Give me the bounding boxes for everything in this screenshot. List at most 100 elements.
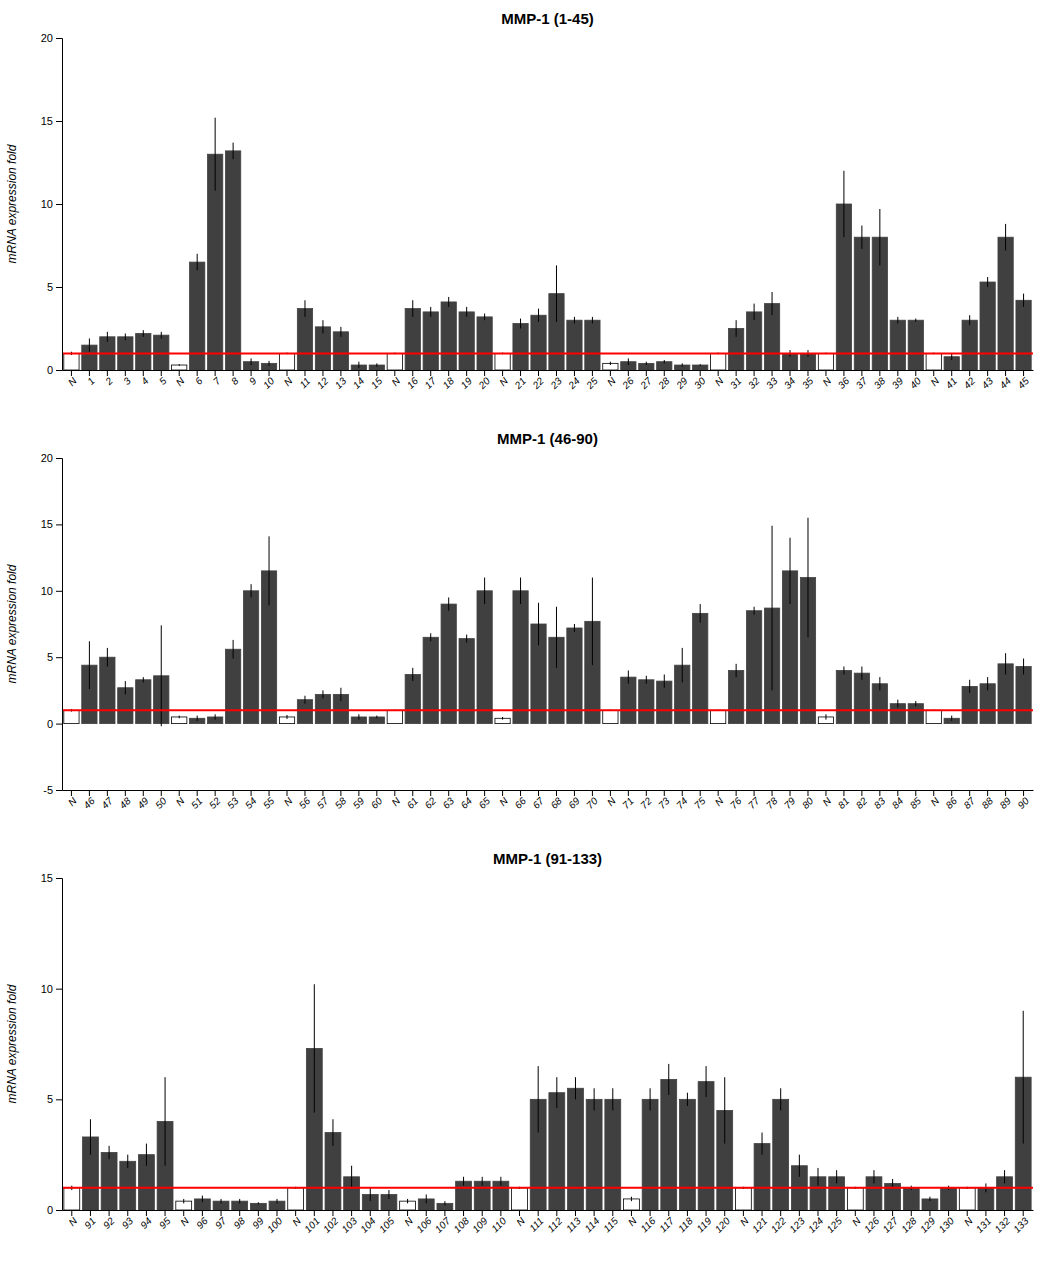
x-tick: 82	[854, 790, 870, 811]
y-tick-mark	[56, 204, 62, 205]
figure: 05101520N12345N678910N1112131415N1617181…	[0, 0, 1053, 1262]
y-tick: 5	[47, 651, 62, 663]
x-tick: N	[178, 1210, 191, 1228]
x-tick-label: 128	[899, 1215, 919, 1235]
x-tick-mark	[394, 370, 395, 376]
x-tick: N	[66, 790, 79, 808]
x-tick-label: N	[66, 375, 79, 388]
x-tick: 84	[890, 790, 906, 811]
x-tick-mark	[915, 370, 916, 376]
x-tick-mark	[500, 1210, 501, 1216]
x-tick-label: 80	[800, 795, 816, 811]
error-bar	[987, 677, 988, 690]
reference-line	[62, 1187, 1033, 1189]
error-bar	[915, 319, 916, 322]
x-tick-label: 3	[121, 375, 133, 387]
error-bar	[482, 1177, 483, 1186]
x-tick-label: 110	[489, 1215, 508, 1234]
x-tick-label: 19	[458, 375, 474, 391]
error-bar	[322, 690, 323, 698]
x-tick-mark	[861, 790, 862, 796]
y-tick-mark	[56, 524, 62, 525]
x-tick-label: 91	[82, 1215, 98, 1231]
x-tick: 88	[979, 790, 995, 811]
y-tick-label: 0	[47, 1204, 53, 1216]
error-bar	[340, 688, 341, 701]
x-tick-label: 74	[674, 795, 690, 811]
y-tick: 5	[47, 1093, 62, 1105]
x-tick-mark	[911, 1210, 912, 1216]
x-tick-label: 90	[1015, 795, 1031, 811]
x-tick-label: 94	[138, 1215, 154, 1231]
x-tick-mark	[574, 370, 575, 376]
bar	[243, 591, 258, 724]
x-tick-mark	[463, 1210, 464, 1216]
x-tick-label: 88	[979, 795, 995, 811]
error-bar	[388, 1190, 389, 1199]
x-tick-mark	[89, 370, 90, 376]
x-tick: 14	[351, 370, 367, 391]
x-tick-mark	[146, 1210, 147, 1216]
x-tick-label: 125	[825, 1215, 845, 1235]
x-tick: 57	[315, 790, 331, 811]
x-tick-mark	[556, 790, 557, 796]
x-axis-line	[63, 790, 1034, 791]
x-tick-label: N	[389, 375, 402, 388]
x-tick-label: 35	[800, 375, 816, 391]
x-tick-label: 51	[189, 795, 205, 811]
error-bar	[724, 1077, 725, 1143]
x-tick: 37	[854, 370, 870, 391]
x-tick-label: 30	[692, 375, 708, 391]
error-bar	[780, 1088, 781, 1110]
x-tick-label: 129	[918, 1215, 938, 1235]
x-tick-mark	[879, 370, 880, 376]
x-tick-label: 41	[943, 375, 959, 391]
error-bar	[817, 1168, 818, 1186]
x-tick-mark	[1023, 790, 1024, 796]
x-tick-label: 68	[548, 795, 564, 811]
x-tick-label: 36	[836, 375, 852, 391]
error-bar	[466, 307, 467, 317]
x-tick-mark	[430, 370, 431, 376]
error-bar	[762, 1133, 763, 1155]
x-tick: 127	[880, 1210, 900, 1235]
x-tick-mark	[287, 370, 288, 376]
error-bar	[736, 664, 737, 677]
x-tick-mark	[239, 1210, 240, 1216]
x-tick: 70	[584, 790, 600, 811]
x-tick-mark	[71, 790, 72, 796]
x-tick-mark	[466, 370, 467, 376]
y-tick: 15	[41, 115, 62, 127]
bar	[279, 353, 294, 370]
x-tick: 54	[243, 790, 259, 811]
bar	[941, 1188, 957, 1210]
x-tick-mark	[90, 1210, 91, 1216]
x-tick-mark	[107, 790, 108, 796]
plot-area	[62, 118, 1033, 370]
x-tick: 25	[583, 370, 600, 392]
x-tick-mark	[879, 790, 880, 796]
x-tick-mark	[143, 370, 144, 376]
error-bar	[143, 677, 144, 682]
x-tick-mark	[482, 1210, 483, 1216]
x-tick-label: 37	[854, 375, 870, 391]
x-tick-mark	[519, 1210, 520, 1216]
error-bar	[340, 327, 341, 337]
x-tick-label: 14	[351, 375, 367, 391]
x-tick: N	[389, 370, 402, 388]
x-tick-mark	[892, 1210, 893, 1216]
x-tick-label: 52	[207, 795, 223, 811]
x-tick-label: 102	[321, 1215, 341, 1235]
x-tick-mark	[125, 370, 126, 376]
x-tick-label: 121	[750, 1215, 770, 1235]
x-tick: 100	[265, 1210, 285, 1235]
bar	[513, 324, 528, 370]
x-tick-label: 83	[872, 795, 888, 811]
x-tick-mark	[322, 790, 323, 796]
x-tick-label: 113	[564, 1215, 583, 1234]
x-tick-mark	[370, 1210, 371, 1216]
error-bar	[861, 226, 862, 249]
x-tick-label: 95	[157, 1215, 173, 1231]
plot-area	[62, 518, 1033, 726]
x-tick-mark	[668, 1210, 669, 1216]
